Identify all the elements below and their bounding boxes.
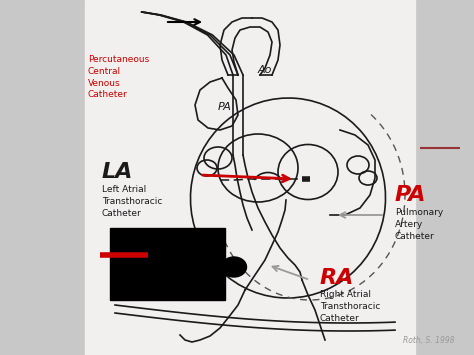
Text: Left Atrial
Transthoracic
Catheter: Left Atrial Transthoracic Catheter xyxy=(102,185,163,218)
Bar xyxy=(0,0,85,355)
Text: Roth, S. 1998: Roth, S. 1998 xyxy=(403,336,455,345)
Bar xyxy=(415,0,474,355)
Ellipse shape xyxy=(221,257,246,277)
Text: LA: LA xyxy=(102,162,133,182)
Text: Percutaneous
Central
Venous
Catheter: Percutaneous Central Venous Catheter xyxy=(88,55,149,99)
Bar xyxy=(110,228,225,300)
Bar xyxy=(85,0,415,355)
Text: Pulmonary
Artery
Catheter: Pulmonary Artery Catheter xyxy=(395,208,443,241)
Text: Ao: Ao xyxy=(258,65,273,75)
Text: PA: PA xyxy=(395,185,427,205)
Text: PA: PA xyxy=(218,102,232,112)
Text: Right Atrial
Transthoracic
Catheter: Right Atrial Transthoracic Catheter xyxy=(320,290,380,323)
Text: RA: RA xyxy=(320,268,355,288)
